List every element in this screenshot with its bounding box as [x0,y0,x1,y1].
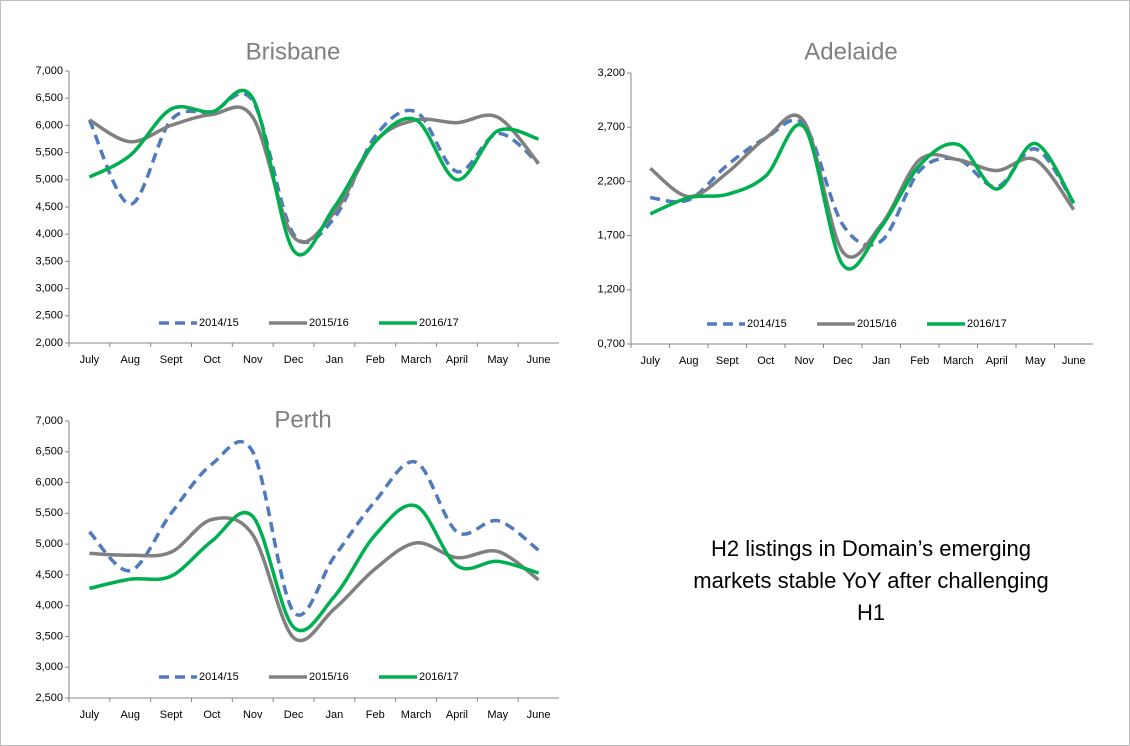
legend-label: 2015/16 [309,671,349,683]
y-tick-label: 6,000 [35,476,63,488]
x-tick-label: March [401,709,432,721]
x-tick-label: May [1025,355,1046,367]
y-tick-label: 0,700 [597,338,625,350]
x-tick-label: Nov [243,354,263,366]
y-tick-label: 4,000 [35,600,63,612]
legend-label: 2014/15 [199,671,239,683]
y-tick-label: 3,500 [35,630,63,642]
legend-label: 2015/16 [309,317,349,329]
x-tick-label: Oct [203,354,220,366]
legend-label: 2015/16 [857,318,897,330]
legend-label: 2016/17 [419,317,459,329]
y-tick-label: 4,000 [35,228,63,240]
x-tick-label: July [80,709,100,721]
series-line [89,503,540,633]
legend-label: 2016/17 [967,318,1007,330]
y-tick-label: 3,000 [35,283,63,295]
y-tick-label: 5,500 [35,507,63,519]
series-line [88,440,540,617]
x-tick-label: Nov [243,709,263,721]
x-tick-label: Jan [872,355,890,367]
y-tick-label: 1,200 [597,284,625,296]
x-tick-label: April [986,355,1008,367]
x-tick-label: June [1062,355,1086,367]
x-tick-label: May [487,354,508,366]
x-tick-label: Dec [833,355,853,367]
x-tick-label: July [640,355,660,367]
x-tick-label: March [943,355,974,367]
legend-label: 2014/15 [199,317,239,329]
x-tick-label: Aug [120,709,140,721]
x-tick-label: Dec [284,354,304,366]
y-tick-label: 3,200 [597,67,625,79]
chart-title: Perth [274,406,331,433]
y-tick-label: 4,500 [35,201,63,213]
x-tick-label: Sept [160,709,183,721]
y-tick-label: 6,000 [35,119,63,131]
y-tick-label: 4,500 [35,569,63,581]
y-tick-label: 7,000 [35,415,63,427]
x-tick-label: Oct [757,355,774,367]
x-tick-label: Jan [326,709,344,721]
x-tick-label: June [527,354,551,366]
series-line [89,516,540,643]
x-tick-label: June [527,709,551,721]
x-tick-label: Oct [203,709,220,721]
chart-title: Brisbane [246,38,341,65]
y-tick-label: 6,500 [35,92,63,104]
y-tick-label: 5,000 [35,174,63,186]
y-tick-label: 2,500 [35,692,63,704]
x-tick-label: Aug [120,354,140,366]
y-tick-label: 2,200 [597,175,625,187]
x-tick-label: Dec [284,709,304,721]
x-tick-label: Feb [366,709,385,721]
series-line [649,113,1076,259]
y-tick-label: 3,500 [35,255,63,267]
series-line [88,105,540,244]
series-line [649,122,1076,271]
x-tick-label: Jan [326,354,344,366]
series-line [88,88,540,257]
x-tick-label: Sept [160,354,183,366]
chart-title: Adelaide [804,38,897,65]
x-tick-label: July [80,354,100,366]
x-tick-label: Feb [910,355,929,367]
y-tick-label: 2,700 [597,121,625,133]
x-tick-label: April [446,709,468,721]
y-tick-label: 7,000 [35,65,63,77]
x-tick-label: Sept [716,355,739,367]
x-tick-label: Feb [366,354,385,366]
y-tick-label: 5,500 [35,147,63,159]
y-tick-label: 5,000 [35,538,63,550]
legend-label: 2014/15 [747,318,787,330]
y-tick-label: 1,700 [597,230,625,242]
x-tick-label: May [487,709,508,721]
x-tick-label: March [401,354,432,366]
x-tick-label: Nov [794,355,814,367]
y-tick-label: 2,500 [35,310,63,322]
y-tick-label: 3,000 [35,661,63,673]
y-tick-label: 6,500 [35,446,63,458]
x-tick-label: April [446,354,468,366]
legend-label: 2016/17 [419,671,459,683]
x-tick-label: Aug [679,355,699,367]
annotation: H2 listings in Domain’s emerging markets… [693,536,1049,625]
y-tick-label: 2,000 [35,337,63,349]
